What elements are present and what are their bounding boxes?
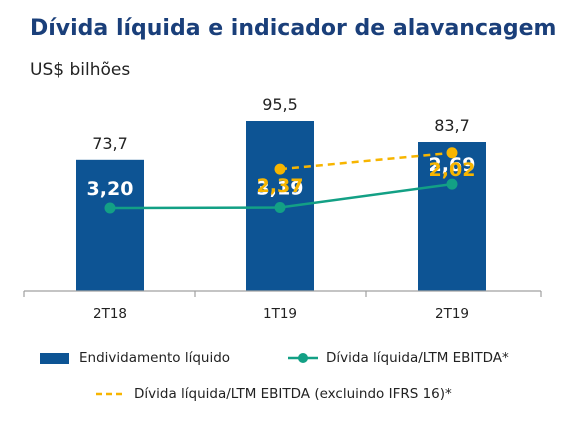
legend-label-bars: Endividamento líquido [79, 350, 231, 366]
bar-value-label-1T19: 95,5 [262, 95, 298, 114]
legend-swatch-bars [40, 352, 69, 364]
bar-2T18 [76, 159, 144, 291]
line-value-label-solid-2T19: 2,69 [429, 154, 476, 176]
legend-item-line-dashed: Dívida líquida/LTM EBITDA (excluindo IFR… [96, 386, 452, 402]
line-point-dashed-1T19 [274, 163, 286, 175]
line-point-solid-2T18 [104, 202, 116, 214]
line-dashed [279, 151, 453, 171]
chart-subtitle: US$ bilhões [30, 60, 131, 80]
line-point-dashed-2T19 [446, 147, 458, 159]
legend-swatch-line-solid [288, 353, 318, 363]
x-tick-label-2T18: 2T18 [93, 306, 127, 322]
line-value-label-dashed-1T19: 2,37 [257, 175, 304, 197]
legend-item-line-solid: Dívida líquida/LTM EBITDA* [288, 350, 509, 366]
line-point-solid-1T19 [274, 202, 286, 214]
legend-label-line-dashed: Dívida líquida/LTM EBITDA (excluindo IFR… [134, 386, 452, 402]
legend-swatch-line-dashed [96, 392, 126, 396]
legend-label-line-solid: Dívida líquida/LTM EBITDA* [326, 350, 509, 366]
line-value-label-dashed-2T19: 2,02 [429, 159, 476, 181]
line-value-label-solid-2T18: 3,20 [87, 178, 134, 200]
x-tick-label-1T19: 1T19 [263, 306, 297, 322]
bar-value-label-2T19: 83,7 [434, 116, 470, 135]
x-tick-label-2T19: 2T19 [435, 306, 469, 322]
bar-value-label-2T18: 73,7 [92, 134, 128, 153]
line-point-solid-2T19 [446, 178, 458, 190]
legend-item-bars: Endividamento líquido [40, 350, 230, 366]
chart-title: Dívida líquida e indicador de alavancage… [30, 16, 557, 41]
chart-plot: 73,7 95,5 83,7 2T18 1T19 2T19 3,20 3,19 2,69 2,37… [23, 95, 542, 322]
line-value-label-solid-1T19: 3,19 [257, 178, 304, 200]
bar-2T19 [418, 142, 486, 291]
